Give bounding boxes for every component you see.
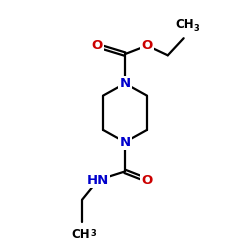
Text: O: O	[142, 174, 152, 186]
Text: CH: CH	[176, 18, 194, 32]
Text: N: N	[120, 77, 130, 90]
Text: O: O	[142, 39, 152, 52]
Text: 3: 3	[194, 24, 200, 33]
Text: 3: 3	[90, 229, 96, 238]
Text: CH: CH	[72, 228, 90, 241]
Text: HN: HN	[87, 174, 109, 186]
Text: O: O	[91, 39, 102, 52]
Text: N: N	[120, 136, 130, 148]
